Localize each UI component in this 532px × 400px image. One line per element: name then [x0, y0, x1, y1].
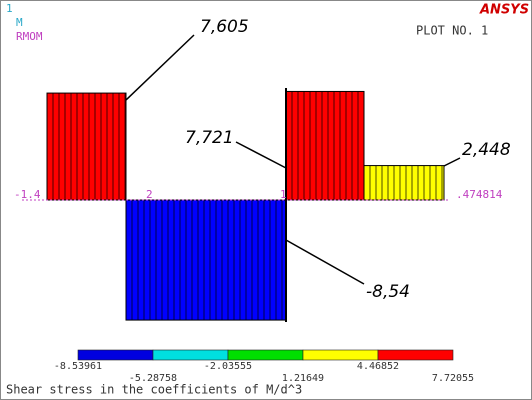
legend-band	[152, 349, 229, 361]
logo: ANSYS	[479, 3, 529, 18]
legend-label: -8.53961	[54, 361, 102, 372]
segment	[125, 199, 287, 321]
legend-band	[227, 349, 304, 361]
legend: -8.53961 -5.28758 -2.03555 1.21649 4.46852 7.…	[54, 349, 474, 384]
legend-label: -2.03555	[204, 361, 252, 372]
window-number: 1	[6, 2, 13, 15]
leader-line	[285, 239, 365, 285]
node-label: .474814	[456, 188, 503, 201]
result-label: RMOM	[16, 30, 43, 43]
item-label: M	[16, 16, 23, 29]
plot-number: PLOT NO. 1	[416, 24, 488, 38]
leader-line	[125, 34, 195, 101]
legend-band	[77, 349, 154, 361]
value-label: -8,54	[366, 282, 410, 302]
node-label: -1.4	[14, 188, 41, 201]
legend-band	[377, 349, 454, 361]
legend-label: 1.21649	[282, 373, 324, 384]
node-label: 2	[146, 188, 153, 201]
legend-label: 7.72055	[432, 373, 474, 384]
leader-line	[443, 157, 461, 167]
legend-label: 4.46852	[357, 361, 399, 372]
caption: Shear stress in the coefficients of M/d^…	[6, 383, 302, 397]
legend-label: -5.28758	[129, 373, 177, 384]
segment	[285, 90, 365, 201]
diagram: 7,605 -8,54 7,721 2,448 -1.4 2 1 .474814	[14, 17, 511, 322]
value-label: 7,721	[185, 128, 234, 148]
value-label: 7,605	[200, 17, 249, 37]
leader-line	[235, 141, 287, 169]
legend-band	[302, 349, 379, 361]
value-label: 2,448	[462, 140, 511, 160]
node-label: 1	[280, 188, 287, 201]
segment	[363, 165, 445, 201]
